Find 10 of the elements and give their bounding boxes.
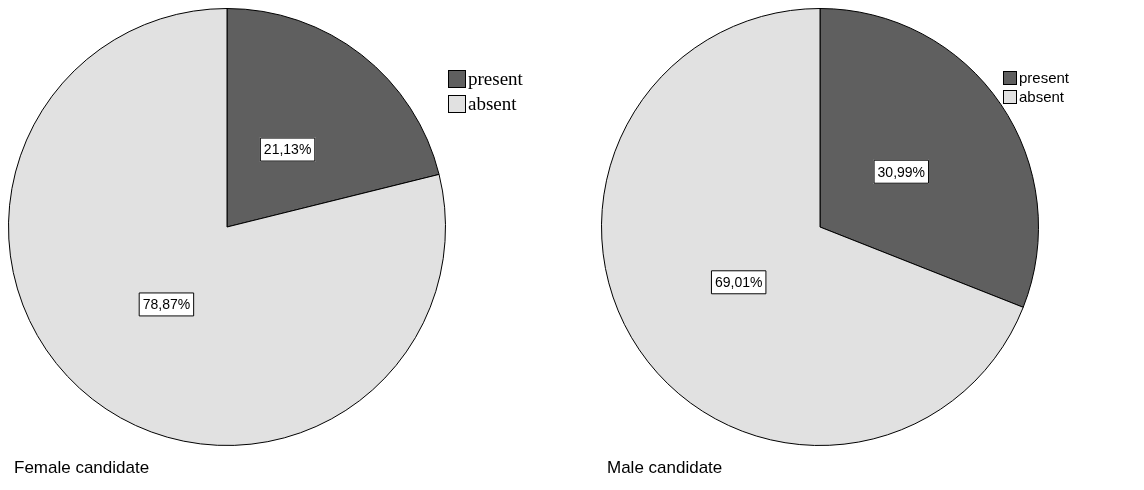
legend-label: absent xyxy=(1019,88,1065,105)
data-label: 69,01% xyxy=(714,274,763,291)
data-label: 21,13% xyxy=(263,141,312,158)
legend-label: present xyxy=(1019,69,1070,86)
text: Male candidate xyxy=(607,458,723,478)
data-label: 78,87% xyxy=(142,296,191,313)
legend-label: absent xyxy=(468,92,517,115)
legend-label: present xyxy=(468,67,523,90)
data-label: 30,99% xyxy=(877,163,926,180)
text: Female candidate xyxy=(14,458,150,478)
